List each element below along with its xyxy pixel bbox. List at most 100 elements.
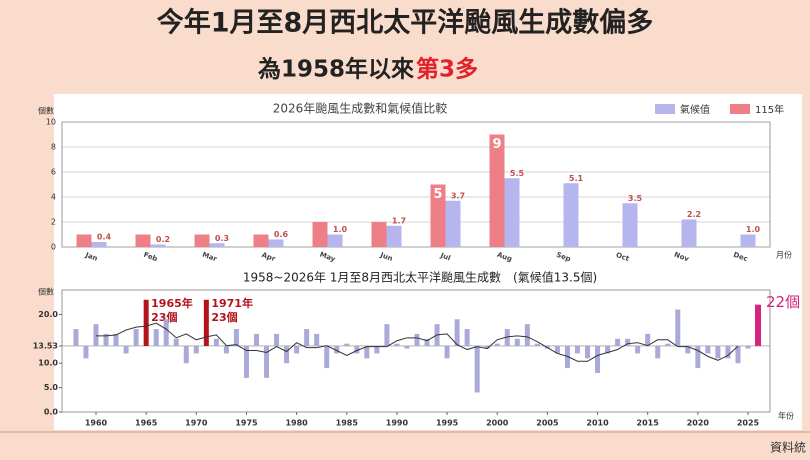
- year-bar: [675, 309, 681, 346]
- bar-value-label: 9: [492, 137, 501, 152]
- bar: [681, 219, 697, 247]
- bar: [740, 234, 756, 247]
- year-bar: [223, 345, 229, 354]
- bar-value-label: 0.2: [156, 235, 170, 244]
- legend-label: 氣候值: [680, 103, 710, 116]
- chart-title: 2026年颱風生成數和氣候值比較: [273, 101, 448, 116]
- year-bar: [484, 345, 490, 349]
- year-bar: [334, 345, 340, 354]
- year-bar: [414, 333, 420, 346]
- x-tick-label: 1995: [436, 419, 459, 428]
- x-tick-label: 2020: [687, 419, 710, 428]
- year-bar: [314, 333, 320, 346]
- year-bar: [113, 333, 119, 346]
- year-bar: [324, 345, 330, 369]
- year-bar: [253, 333, 259, 346]
- x-tick-label: 1975: [235, 419, 258, 428]
- current-year-bar: [755, 304, 762, 346]
- x-tick-label: 1970: [185, 419, 208, 428]
- year-bar: [83, 345, 89, 359]
- year-bar: [404, 345, 410, 349]
- bar: [430, 184, 446, 247]
- bar: [504, 178, 520, 247]
- highlight-year: 1965年: [151, 296, 193, 310]
- bar: [371, 222, 387, 247]
- x-tick-label: 1980: [285, 419, 308, 428]
- year-bar: [93, 324, 99, 346]
- year-bar: [605, 345, 611, 354]
- year-bar: [274, 333, 280, 346]
- year-bar: [595, 345, 601, 373]
- y-tick-label: 4: [51, 193, 56, 202]
- y-tick-label: 20.0: [38, 310, 58, 319]
- bar: [91, 242, 107, 247]
- x-tick-label: 2025: [737, 419, 760, 428]
- subheadline: 為1958年以來: [258, 56, 414, 83]
- year-bar: [494, 343, 500, 346]
- year-bar: [725, 345, 731, 359]
- year-bar: [233, 329, 239, 346]
- current-year-label: 22個: [766, 293, 800, 311]
- y-tick-label: 2: [51, 218, 56, 227]
- headline: 今年1月至8月西北太平洋颱風生成數偏多: [157, 7, 654, 39]
- year-bar: [264, 345, 270, 378]
- year-bar: [645, 333, 651, 346]
- y-tick-label: 8: [51, 143, 56, 152]
- year-bar: [384, 324, 390, 346]
- y-axis-label: 個數: [38, 106, 54, 116]
- bar: [194, 234, 210, 247]
- year-bar: [655, 345, 661, 359]
- y-tick-label: 10.0: [38, 359, 58, 368]
- bar: [253, 234, 269, 247]
- y-axis-label: 個數: [38, 287, 54, 297]
- highlight-year: 1971年: [211, 296, 253, 310]
- year-bar: [153, 329, 159, 346]
- x-tick-label: Jul: [438, 251, 451, 262]
- x-tick-label: 1985: [336, 419, 359, 428]
- year-bar: [374, 345, 380, 354]
- year-bar: [745, 345, 751, 349]
- year-bar: [665, 343, 671, 346]
- bar-value-label: 1.7: [392, 216, 406, 225]
- year-bar: [344, 343, 350, 346]
- year-bar: [615, 338, 621, 346]
- bar: [76, 234, 92, 247]
- year-bar: [464, 329, 470, 346]
- year-bar: [143, 299, 149, 346]
- bar-value-label: 0.4: [97, 233, 112, 242]
- y-tick-label: 5.0: [44, 383, 59, 392]
- year-bar: [474, 345, 480, 393]
- bar-value-label: 2.2: [687, 210, 701, 219]
- year-bar: [625, 338, 631, 346]
- year-bar: [133, 329, 139, 346]
- panel: [54, 94, 802, 430]
- moving-average-line: [96, 322, 739, 362]
- year-bar: [123, 345, 129, 354]
- bar-value-label: 1.0: [333, 225, 348, 234]
- bar-value-label: 5: [433, 187, 442, 202]
- year-bar: [163, 319, 169, 346]
- bar: [622, 203, 638, 247]
- bar: [209, 243, 225, 247]
- year-bar: [284, 345, 290, 364]
- x-tick-label: 1965: [135, 419, 158, 428]
- year-bar: [73, 329, 79, 346]
- year-bar: [213, 338, 219, 346]
- subheadline-highlight: 第3多: [416, 56, 478, 83]
- bar: [445, 200, 461, 247]
- year-bar: [685, 345, 691, 354]
- y-tick-label: 0: [51, 243, 56, 252]
- x-axis-label: 年份: [778, 411, 794, 421]
- year-bar: [424, 338, 430, 346]
- x-tick-label: 1990: [386, 419, 409, 428]
- bar-value-label: 0.6: [274, 230, 289, 239]
- legend-label: 115年: [755, 103, 784, 116]
- year-bar: [103, 333, 109, 346]
- year-bar: [183, 345, 189, 364]
- y-tick-label: 6: [51, 168, 56, 177]
- year-bar: [173, 338, 179, 346]
- year-bar: [294, 345, 300, 354]
- year-bar: [695, 345, 701, 369]
- year-bar: [193, 345, 199, 354]
- bar-value-label: 5.1: [569, 174, 584, 183]
